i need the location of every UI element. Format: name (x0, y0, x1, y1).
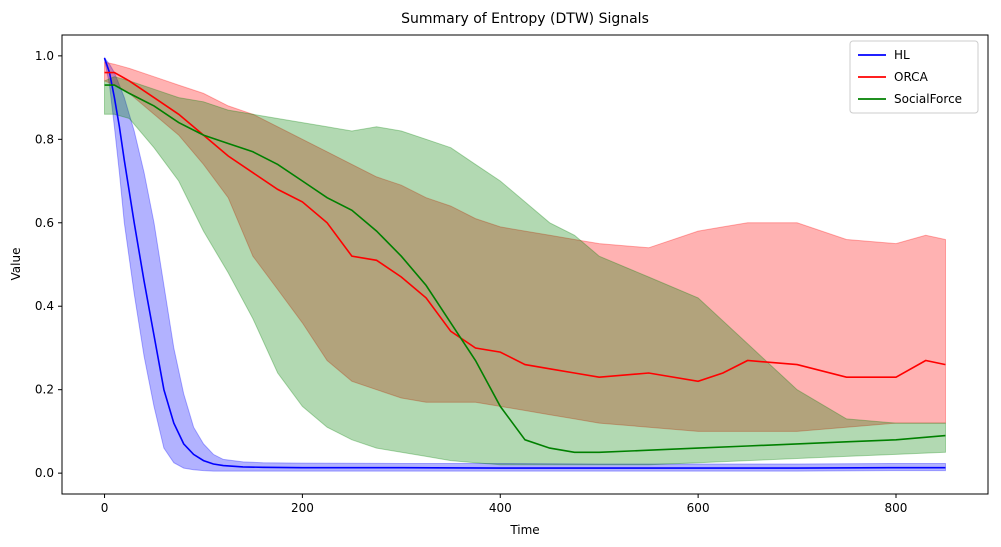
band-hl (104, 56, 946, 472)
series-line-hl (103, 57, 946, 469)
series-line-socialforce (104, 84, 946, 454)
y-tick-label: 0.4 (35, 299, 54, 313)
x-tick-label: 800 (885, 501, 908, 515)
legend-box (849, 40, 979, 114)
y-tick-label: 0.2 (35, 383, 54, 397)
x-tick-label: 0 (101, 501, 109, 515)
band-orca (104, 61, 946, 432)
legend-label-socialforce: SocialForce (894, 92, 962, 106)
y-tick-label: 0.0 (35, 466, 54, 480)
legend-label-hl: HL (894, 48, 910, 62)
plot-frame (61, 34, 989, 495)
y-tick-label: 0.6 (35, 216, 54, 230)
series-lines (103, 57, 946, 469)
legend-label-orca: ORCA (894, 70, 929, 84)
band-socialforce (104, 76, 946, 466)
x-axis-ticks: 0 200 400 600 800 (101, 494, 908, 515)
confidence-bands (104, 56, 946, 472)
y-axis-ticks: 0.0 0.2 0.4 0.6 0.8 1.0 (35, 49, 62, 480)
chart-title: Summary of Entropy (DTW) Signals (401, 11, 649, 27)
y-tick-label: 1.0 (35, 49, 54, 63)
y-axis-label: Value (9, 248, 23, 281)
x-axis-label: Time (509, 523, 539, 537)
legend: HL ORCA SocialForce (849, 40, 979, 114)
x-tick-label: 200 (291, 501, 314, 515)
x-tick-label: 400 (489, 501, 512, 515)
y-tick-label: 0.8 (35, 132, 54, 146)
x-tick-label: 600 (687, 501, 710, 515)
